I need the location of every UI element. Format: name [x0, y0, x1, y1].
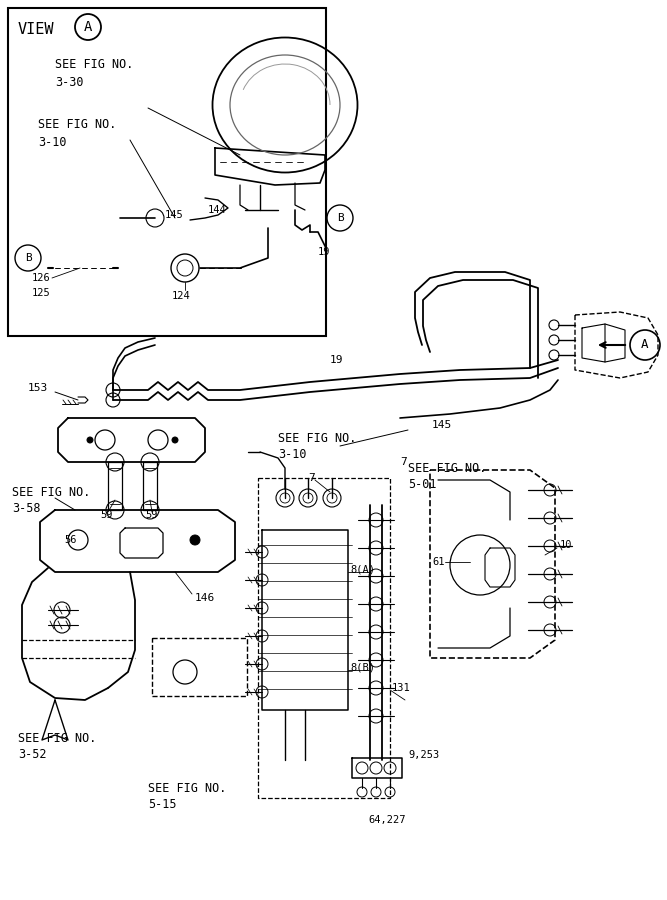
Text: 3-58: 3-58: [12, 501, 41, 515]
Text: B: B: [25, 253, 31, 263]
Bar: [143, 462, 157, 510]
Text: 8(A): 8(A): [350, 565, 375, 575]
Text: 3-10: 3-10: [278, 448, 307, 462]
Text: 125: 125: [32, 288, 51, 298]
Text: 144: 144: [208, 205, 227, 215]
Text: 8(B): 8(B): [350, 663, 375, 673]
Text: 7: 7: [400, 457, 407, 467]
Text: 9,253: 9,253: [408, 750, 440, 760]
Circle shape: [190, 535, 200, 545]
Text: 5-15: 5-15: [148, 798, 177, 812]
Text: 10: 10: [560, 540, 572, 550]
Text: SEE FIG NO.: SEE FIG NO.: [12, 485, 90, 499]
Text: SEE FIG NO.: SEE FIG NO.: [55, 58, 133, 71]
Text: SEE FIG NO.: SEE FIG NO.: [278, 431, 356, 445]
Text: 61: 61: [432, 557, 444, 567]
Text: 64,227: 64,227: [368, 815, 406, 825]
Text: 3-10: 3-10: [38, 136, 67, 149]
Text: 59: 59: [145, 510, 157, 520]
Text: 56: 56: [64, 535, 77, 545]
Text: 19: 19: [330, 355, 344, 365]
Text: 124: 124: [172, 291, 191, 301]
Bar: [108, 462, 122, 510]
Text: 19: 19: [318, 247, 331, 257]
Text: 131: 131: [392, 683, 411, 693]
Circle shape: [87, 437, 93, 443]
Text: A: A: [641, 338, 649, 352]
Text: VIEW: VIEW: [18, 22, 55, 38]
Text: 146: 146: [195, 593, 215, 603]
Text: SEE FIG NO.: SEE FIG NO.: [18, 732, 96, 744]
Text: 5-01: 5-01: [408, 478, 436, 491]
Text: 3-30: 3-30: [55, 76, 83, 88]
Text: SEE FIG NO.: SEE FIG NO.: [408, 462, 486, 474]
Text: 3-52: 3-52: [18, 749, 47, 761]
Text: 145: 145: [165, 210, 183, 220]
Text: SEE FIG NO.: SEE FIG NO.: [148, 781, 226, 795]
Bar: [152, 638, 247, 696]
Text: B: B: [337, 213, 344, 223]
Text: 59: 59: [100, 510, 113, 520]
Circle shape: [172, 437, 178, 443]
Text: A: A: [84, 20, 92, 34]
Text: 126: 126: [32, 273, 51, 283]
Text: 7: 7: [308, 473, 315, 483]
Text: 145: 145: [432, 420, 452, 430]
Bar: [8, 8, 326, 336]
Text: 153: 153: [28, 383, 48, 393]
Text: SEE FIG NO.: SEE FIG NO.: [38, 119, 116, 131]
